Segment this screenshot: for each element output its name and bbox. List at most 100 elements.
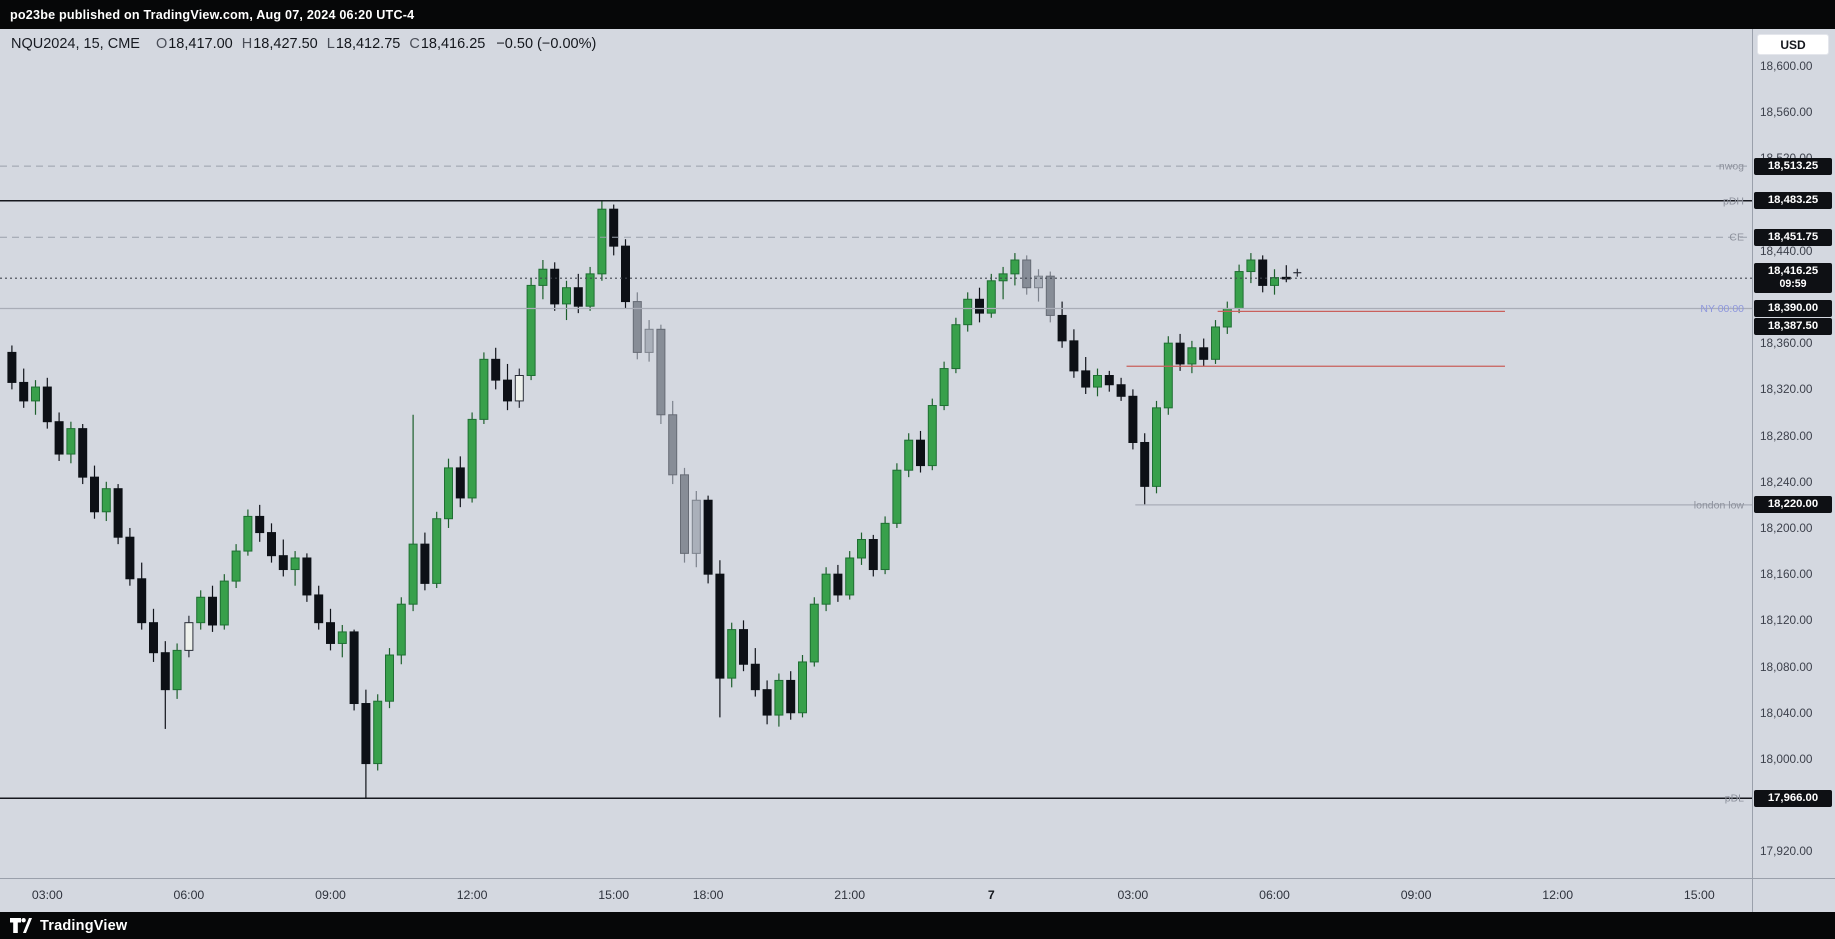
price-level-badge: 18,451.75 <box>1754 228 1832 246</box>
legend-change: −0.50 (−0.00%) <box>496 36 597 52</box>
candle-body <box>644 328 654 353</box>
candle-body <box>243 515 253 552</box>
candle-body <box>939 368 949 407</box>
candle-body <box>467 418 477 499</box>
candle-body <box>172 649 182 691</box>
candlestick-series <box>7 201 1291 799</box>
price-tick: 18,160.00 <box>1760 567 1813 582</box>
level-line-pdl[interactable]: pDL <box>0 793 1752 805</box>
candle-body <box>609 208 619 247</box>
legend-c: C18,416.25 <box>409 36 486 52</box>
candle-body <box>727 629 737 679</box>
level-line-ny-midnight[interactable]: NY 00:00 <box>0 303 1752 315</box>
candle-body <box>550 268 560 305</box>
candle-body <box>880 522 890 571</box>
time-tick: 15:00 <box>1683 888 1715 902</box>
chart-legend: NQU2024, 15, CME O18,417.00 H18,427.50 L18… <box>11 36 596 52</box>
candle-body <box>160 652 170 691</box>
candle-body <box>125 536 135 580</box>
price-tick: 18,040.00 <box>1760 705 1813 720</box>
candle-body <box>7 351 17 383</box>
candle-body <box>573 287 583 307</box>
symbol-title[interactable]: NQU2024, 15, CME <box>11 36 140 52</box>
candle-body <box>1081 370 1091 388</box>
level-line-london-low[interactable]: london low <box>1135 499 1752 511</box>
price-axis-separator <box>1752 29 1753 912</box>
price-tick: 18,360.00 <box>1760 336 1813 351</box>
candle-body <box>750 663 760 691</box>
candle-body <box>1187 347 1197 365</box>
candle-body <box>278 555 288 571</box>
price-tick: 18,600.00 <box>1760 58 1813 73</box>
footer-bar: TradingView <box>0 912 1835 939</box>
tradingview-brand[interactable]: TradingView <box>40 917 128 934</box>
candle-body <box>396 603 406 656</box>
time-tick: 03:00 <box>1117 888 1149 902</box>
candle-body <box>113 488 123 538</box>
level-label-london-low: london low <box>1694 499 1745 511</box>
publish-banner: po23be published on TradingView.com, Aug… <box>0 0 1835 29</box>
level-label-nwog: nwog <box>1719 161 1744 173</box>
candle-body <box>904 439 914 471</box>
candle-body <box>503 379 512 402</box>
candle-body <box>833 573 843 596</box>
candle-body <box>1246 259 1256 273</box>
candle-body <box>385 654 394 702</box>
time-tick: 06:00 <box>173 888 205 902</box>
currency-toggle-button[interactable]: USD <box>1757 34 1829 55</box>
candle-body <box>349 631 359 705</box>
candle-body <box>585 273 595 307</box>
candle-body <box>149 622 158 654</box>
candle-body <box>208 596 217 626</box>
candle-body <box>491 358 501 381</box>
candle-body <box>361 703 371 765</box>
time-axis[interactable]: 03:00 06:00 09:00 12:00 15:00 18:00 21:00 7 03:0… <box>0 878 1835 912</box>
publish-text: po23be published on TradingView.com, Aug… <box>10 7 415 22</box>
time-tick: 12:00 <box>1542 888 1574 902</box>
candle-body <box>562 287 571 305</box>
time-tick: 06:00 <box>1259 888 1290 902</box>
crosshair-marker <box>1293 268 1302 277</box>
candle-body <box>90 476 99 513</box>
candle-body <box>455 467 465 499</box>
time-tick: 15:00 <box>598 888 630 902</box>
candle-body <box>821 573 831 605</box>
price-level-badge: 18,483.25 <box>1754 192 1832 210</box>
chart-plot-area[interactable]: nwog pDH CE NY 00:00 london low pDL <box>0 29 1752 878</box>
candle-body <box>267 532 276 557</box>
price-axis[interactable]: 18,600.0018,560.0018,520.0018,440.0018,3… <box>1752 29 1835 912</box>
legend-o: O18,417.00 <box>155 36 233 52</box>
candle-body <box>219 580 229 626</box>
price-level-badge: 18,390.00 <box>1754 300 1832 317</box>
candle-body <box>137 578 147 624</box>
candle-body <box>1104 375 1114 386</box>
candle-body <box>1128 395 1138 443</box>
candle-body <box>538 268 548 286</box>
level-line-pdh[interactable]: pDH <box>0 195 1752 207</box>
candle-body <box>680 474 689 554</box>
candle-body <box>101 488 111 513</box>
time-tick: 21:00 <box>834 888 866 902</box>
candle-body <box>927 405 937 467</box>
legend-l: L18,412.75 <box>326 36 401 52</box>
candle-body <box>1034 275 1043 289</box>
candle-body <box>1057 314 1067 342</box>
tradingview-logo-icon[interactable] <box>10 918 32 933</box>
price-level-badge: 18,220.00 <box>1754 496 1832 514</box>
candle-body <box>774 679 784 716</box>
level-line-nwog[interactable]: nwog <box>0 161 1752 173</box>
candle-body <box>196 596 206 624</box>
time-tick: 12:00 <box>456 888 488 902</box>
candle-body <box>66 428 76 455</box>
price-tick: 18,200.00 <box>1760 520 1813 535</box>
candle-body <box>1234 271 1244 310</box>
candle-body <box>963 298 973 326</box>
price-tick: 18,000.00 <box>1760 751 1813 766</box>
price-tick: 18,240.00 <box>1760 474 1813 489</box>
candle-body <box>1270 277 1279 286</box>
candle-body <box>255 515 265 534</box>
candle-body <box>691 499 701 554</box>
level-label-pdh: pDH <box>1723 195 1744 207</box>
level-line-ce[interactable]: CE <box>0 232 1752 244</box>
candle-body <box>739 629 748 665</box>
